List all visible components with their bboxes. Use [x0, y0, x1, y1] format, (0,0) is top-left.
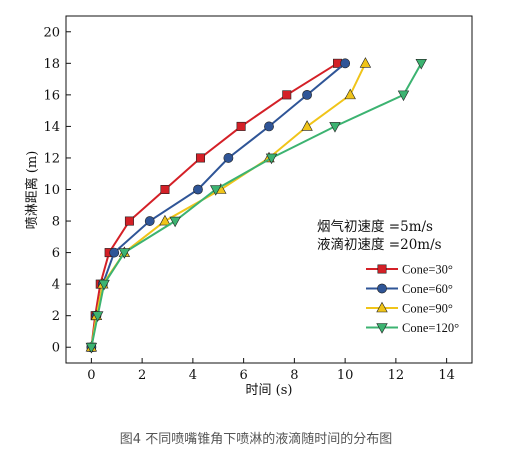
data-point — [169, 216, 181, 228]
data-point — [92, 311, 104, 322]
legend-item: Cone=30° — [366, 263, 453, 277]
legend-label: Cone=60° — [402, 282, 453, 296]
x-tick-label: 12 — [388, 368, 405, 383]
data-point — [118, 248, 131, 259]
legend-label: Cone=90° — [402, 302, 453, 316]
legend-marker — [376, 301, 388, 313]
x-tick-label: 0 — [87, 368, 95, 383]
data-point — [282, 90, 292, 100]
series-2 — [86, 58, 351, 353]
series-3 — [85, 57, 372, 352]
series-line — [90, 62, 339, 348]
legend-item: Cone=120° — [366, 321, 459, 335]
data-point — [193, 184, 203, 195]
y-tick-label: 8 — [52, 215, 60, 230]
data-point — [340, 58, 351, 69]
data-point — [302, 89, 312, 100]
x-tick-label: 14 — [438, 368, 455, 383]
annotation-smoke-velocity: 烟气初速度 =5m/s — [317, 218, 433, 235]
series-1 — [86, 58, 343, 352]
series-layer — [85, 57, 427, 354]
series-line — [90, 62, 367, 348]
data-point — [109, 247, 120, 258]
data-point — [397, 90, 410, 102]
y-tick-label: 10 — [43, 183, 60, 198]
data-point — [144, 216, 155, 226]
data-point — [195, 153, 205, 163]
x-tick-label: 10 — [337, 368, 354, 383]
y-tick-label: 6 — [52, 246, 60, 261]
data-point — [236, 121, 246, 131]
series-line — [90, 62, 423, 348]
data-point — [159, 214, 171, 226]
data-point — [359, 57, 372, 68]
annotation-droplet-velocity: 液滴初速度 =20m/s — [317, 236, 442, 253]
y-tick-label: 0 — [52, 341, 60, 356]
x-tick-label: 4 — [189, 368, 197, 383]
series-4 — [85, 59, 427, 354]
legend-item: Cone=60° — [366, 282, 453, 296]
legend-marker — [376, 323, 388, 334]
data-point — [329, 122, 341, 133]
data-point — [160, 185, 170, 195]
data-point — [85, 342, 98, 354]
data-point — [223, 153, 234, 163]
x-axis-label: 时间 (s) — [246, 383, 293, 398]
y-axis-label: 喷淋距离 (m) — [24, 151, 40, 230]
y-tick-label: 20 — [43, 25, 60, 40]
y-tick-label: 16 — [43, 88, 60, 103]
legend-label: Cone=30° — [402, 263, 453, 277]
data-point — [264, 121, 274, 132]
data-point — [301, 120, 313, 131]
figure-caption: 图4 不同喷嘴锥角下喷淋的液滴随时间的分布图 — [119, 432, 393, 447]
legend-marker — [377, 283, 387, 294]
x-tick-label: 8 — [290, 368, 298, 383]
data-point — [265, 153, 278, 165]
x-tick-label: 6 — [239, 368, 247, 383]
x-tick-label: 2 — [138, 368, 146, 383]
legend-label: Cone=120° — [402, 321, 459, 335]
series-line — [90, 62, 346, 348]
y-tick-label: 14 — [43, 120, 60, 135]
legend-item: Cone=90° — [366, 302, 453, 316]
y-tick-label: 2 — [52, 309, 60, 324]
ticks: 0 2 4 6 8 10 12 14 0 2 4 6 8 10 12 14 16 18 20 — [43, 25, 454, 383]
y-tick-label: 18 — [43, 57, 60, 72]
data-point — [415, 59, 427, 70]
y-tick-label: 12 — [43, 151, 60, 166]
data-point — [344, 88, 356, 100]
legend: Cone=30° Cone=60° Cone=90° Cone=120° — [366, 263, 459, 335]
data-point — [124, 216, 134, 226]
data-point — [210, 185, 222, 196]
y-tick-label: 4 — [52, 278, 60, 293]
legend-marker — [377, 264, 387, 274]
data-point — [98, 279, 110, 291]
